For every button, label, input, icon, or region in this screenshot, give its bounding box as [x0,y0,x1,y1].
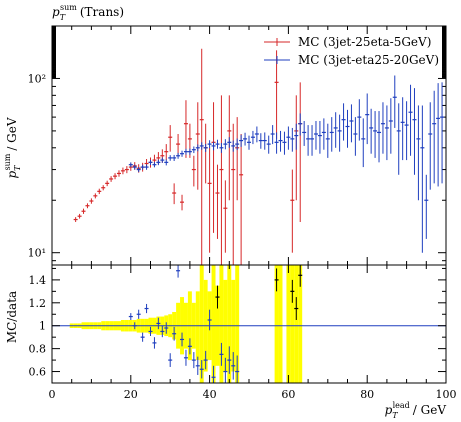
ratio-tick-label: 0.6 [29,366,47,379]
legend-label-red: MC (3jet-25eta-5GeV) [298,35,431,49]
x-axis-ticks: 0 20 40 60 80 100 [49,26,457,401]
y-tick-label: 10¹ [28,247,46,260]
ratio-axis-ticks: 0.6 0.8 1 1.2 1.4 [29,267,446,384]
x-tick-label: 60 [281,388,295,401]
ratio-band-segment [294,265,299,383]
ratio-axis-label: MC/data [5,291,19,343]
legend-entry-red: MC (3jet-25eta-5GeV) [264,35,431,49]
x-tick-label: 20 [124,388,138,401]
y-axis-label: pTsum/ GeV [3,117,22,178]
ratio-band-segment [278,265,283,383]
legend-label-blue: MC (3jet-eta25-20GeV) [298,53,439,67]
ratio-band-segment [298,265,303,383]
ratio-points-layer [128,265,303,383]
ratio-tick-label: 1.2 [29,297,47,310]
x-axis-label: pTlead / GeV [385,401,447,420]
x-tick-label: 40 [203,388,217,401]
ratio-band-segment [227,265,232,383]
x-tick-label: 100 [436,388,457,401]
ratio-tick-label: 0.8 [29,343,47,356]
plot-title: pTsum (Trans) [52,3,124,22]
ratio-band-segment [274,265,279,383]
ratio-band-segment [199,265,204,383]
x-tick-label: 80 [360,388,374,401]
ratio-band-segment [219,265,224,383]
ratio-tick-label: 1 [39,320,46,333]
y-tick-label: 10² [28,72,46,85]
legend-entry-blue: MC (3jet-eta25-20GeV) [264,53,439,67]
ratio-band-segment [286,265,291,383]
legend: MC (3jet-25eta-5GeV) MC (3jet-eta25-20Ge… [264,35,439,67]
ratio-band-segment [290,265,295,383]
ratio-band-segment [211,265,216,383]
x-tick-label: 0 [49,388,56,401]
ratio-band-segment [235,265,240,383]
main-series-layer [73,48,445,265]
ratio-tick-label: 1.4 [29,274,47,287]
